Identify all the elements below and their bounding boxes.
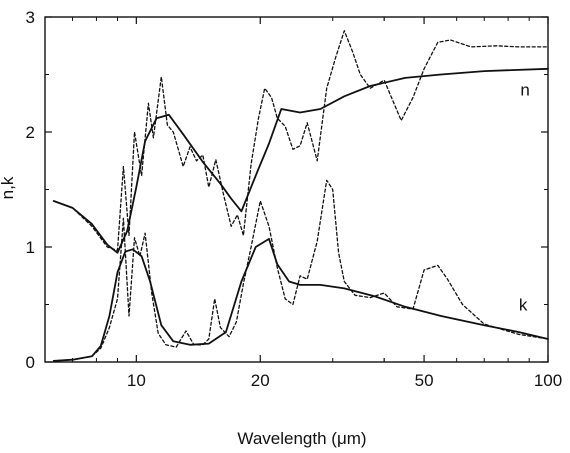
x-tick-label: 50 [415,371,434,390]
y-tick-label: 3 [26,8,35,27]
series-label-n: n [520,80,529,99]
plot-area-border [44,16,549,363]
y-tick-label: 2 [26,123,35,142]
labels: Wavelength (μm) n,k n k [0,80,530,448]
x-axis-label: Wavelength (μm) [237,429,366,448]
series-k-dashed-line [53,179,549,362]
series-n-dashed-line [53,30,549,252]
series-k-solid-line [52,238,549,362]
y-axis-label: n,k [0,176,17,199]
plot-frame [44,16,549,363]
x-tick-label: 100 [534,371,562,390]
series-label-k: k [519,296,528,315]
series-n-solid-line [52,67,549,254]
x-tick-label: 20 [251,371,270,390]
y-tick-label: 0 [26,353,35,372]
x-tick-label: 10 [127,371,146,390]
y-tick-label: 1 [26,238,35,257]
series-lines [52,30,549,362]
axis-ticks: 10 20 50 100 0 1 2 3 [26,8,563,390]
